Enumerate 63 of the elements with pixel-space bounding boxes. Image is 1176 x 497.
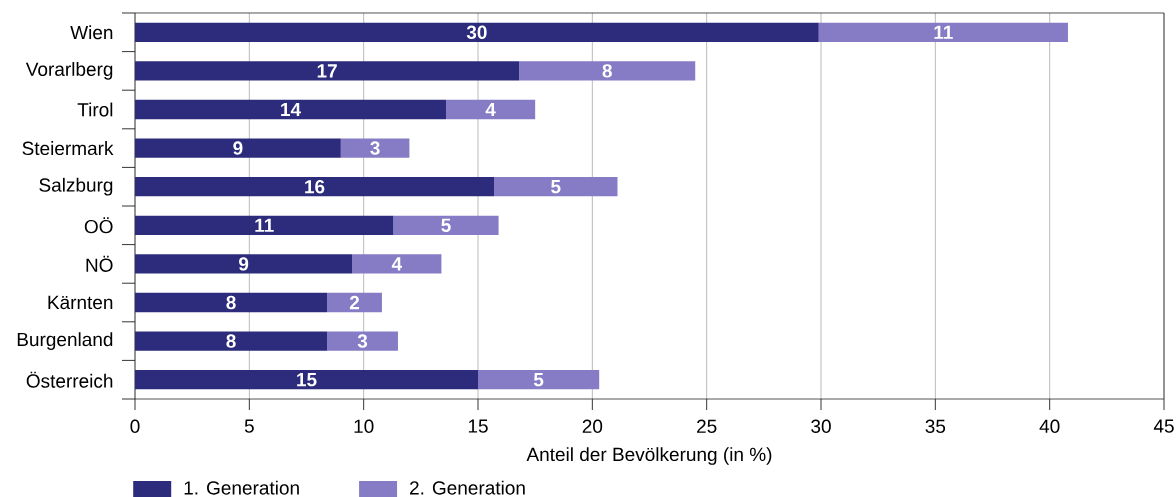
y-tick-label: Vorarlberg xyxy=(25,62,113,80)
x-tick-label: 25 xyxy=(697,419,717,433)
bar xyxy=(135,254,353,274)
bar xyxy=(135,61,520,81)
data-label: 15 xyxy=(297,373,317,387)
bar xyxy=(519,61,696,81)
y-tick-label: OÖ xyxy=(84,217,113,234)
y-tick-label: Burgenland xyxy=(17,332,113,350)
x-tick-label: 10 xyxy=(354,419,374,433)
x-tick-label: 40 xyxy=(1039,419,1060,433)
data-label: 9 xyxy=(233,141,243,155)
data-label: 17 xyxy=(317,64,337,78)
data-label: 9 xyxy=(238,257,249,271)
bar xyxy=(340,138,410,158)
bar xyxy=(135,22,819,42)
data-label: 11 xyxy=(255,218,274,232)
bar xyxy=(818,22,1068,42)
data-label: 4 xyxy=(485,102,496,117)
x-tick-label: 45 xyxy=(1153,419,1174,433)
y-tick-label: Salzburg xyxy=(39,177,113,196)
y-tick-label: Wien xyxy=(70,25,113,40)
data-label: 5 xyxy=(533,373,544,387)
bar xyxy=(494,177,618,197)
bar xyxy=(478,370,600,390)
y-tick-label: Kärnten xyxy=(48,295,113,310)
bar xyxy=(327,331,398,351)
bar xyxy=(135,99,446,120)
data-label: 3 xyxy=(370,141,380,155)
data-label: 11 xyxy=(934,25,953,39)
x-tick-label: 20 xyxy=(582,419,603,433)
bar xyxy=(135,177,495,197)
bar xyxy=(352,254,442,274)
data-label: 3 xyxy=(357,334,368,348)
x-tick-label: 35 xyxy=(925,419,946,433)
data-label: 8 xyxy=(602,64,612,78)
data-label: 4 xyxy=(391,257,403,271)
y-tick-label: Tirol xyxy=(77,102,113,117)
bar xyxy=(135,215,394,235)
data-label: 8 xyxy=(226,295,236,310)
y-tick-label: Österreich xyxy=(26,371,113,388)
legend-label: 2. Generation xyxy=(410,480,525,495)
x-axis-title: Anteil der Bevölkerung (in %) xyxy=(526,447,772,465)
bar xyxy=(445,99,536,120)
bar xyxy=(393,215,499,235)
data-label: 2 xyxy=(349,295,360,310)
x-tick-label: 30 xyxy=(811,419,831,433)
legend-label: 1. Generation xyxy=(184,480,299,495)
data-label: 16 xyxy=(305,179,325,194)
x-tick-label: 5 xyxy=(244,419,254,433)
bar xyxy=(135,370,478,390)
x-tick-label: 0 xyxy=(130,419,140,433)
data-label: 14 xyxy=(281,102,301,117)
bar xyxy=(135,138,341,158)
bar xyxy=(135,331,328,351)
data-label: 8 xyxy=(226,334,236,348)
data-label: 30 xyxy=(466,25,487,40)
bar xyxy=(327,292,382,313)
y-tick-label: Steiermark xyxy=(22,141,114,156)
x-tick-label: 15 xyxy=(468,419,488,433)
data-label: 5 xyxy=(551,180,561,194)
data-label: 5 xyxy=(441,218,451,232)
bar xyxy=(135,292,328,313)
y-tick-label: NÖ xyxy=(86,255,113,272)
